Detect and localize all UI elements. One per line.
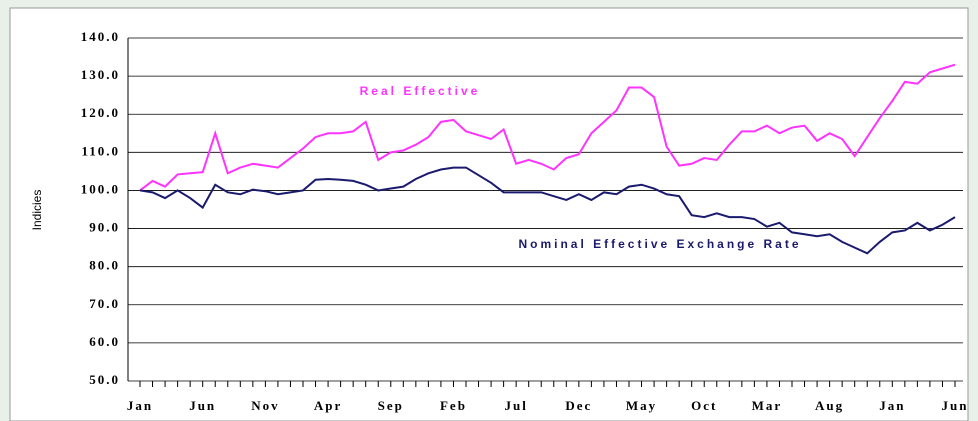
x-tick-label: Oct xyxy=(691,398,717,413)
x-tick-label: Apr xyxy=(314,398,342,413)
y-tick-label: 50.0 xyxy=(89,372,120,387)
series-line xyxy=(139,63,956,192)
x-tick-label: Nov xyxy=(251,398,279,413)
y-tick-label: 80.0 xyxy=(89,258,120,273)
y-tick-label: 130.0 xyxy=(81,67,120,82)
x-tick-label: Feb xyxy=(440,398,467,413)
series-line xyxy=(139,166,956,255)
series-annotation: Real Effective xyxy=(360,84,481,98)
y-tick-label: 90.0 xyxy=(89,220,120,235)
x-tick-label: Aug xyxy=(815,398,844,413)
x-tick-label: Mar xyxy=(752,398,783,413)
x-tick-label: Jul xyxy=(504,398,527,413)
x-tick-label: May xyxy=(626,398,657,413)
x-tick-label: Jan xyxy=(127,398,153,413)
x-tick-label: Jun xyxy=(942,398,969,413)
x-tick-label: Dec xyxy=(565,398,592,413)
x-tick-label: Jun xyxy=(189,398,216,413)
y-tick-label: 60.0 xyxy=(89,334,120,349)
chart-frame xyxy=(9,7,969,421)
x-tick-label: Jan xyxy=(879,398,905,413)
y-tick-label: 100.0 xyxy=(81,181,120,196)
y-axis-label: Indicies xyxy=(30,190,44,231)
y-tick-label: 110.0 xyxy=(81,143,120,158)
series-annotation: Nominal Effective Exchange Rate xyxy=(518,237,801,251)
x-tick-label: Sep xyxy=(378,398,404,413)
y-tick-label: 140.0 xyxy=(81,29,120,44)
y-tick-label: 70.0 xyxy=(89,296,120,311)
y-tick-label: 120.0 xyxy=(81,105,120,120)
